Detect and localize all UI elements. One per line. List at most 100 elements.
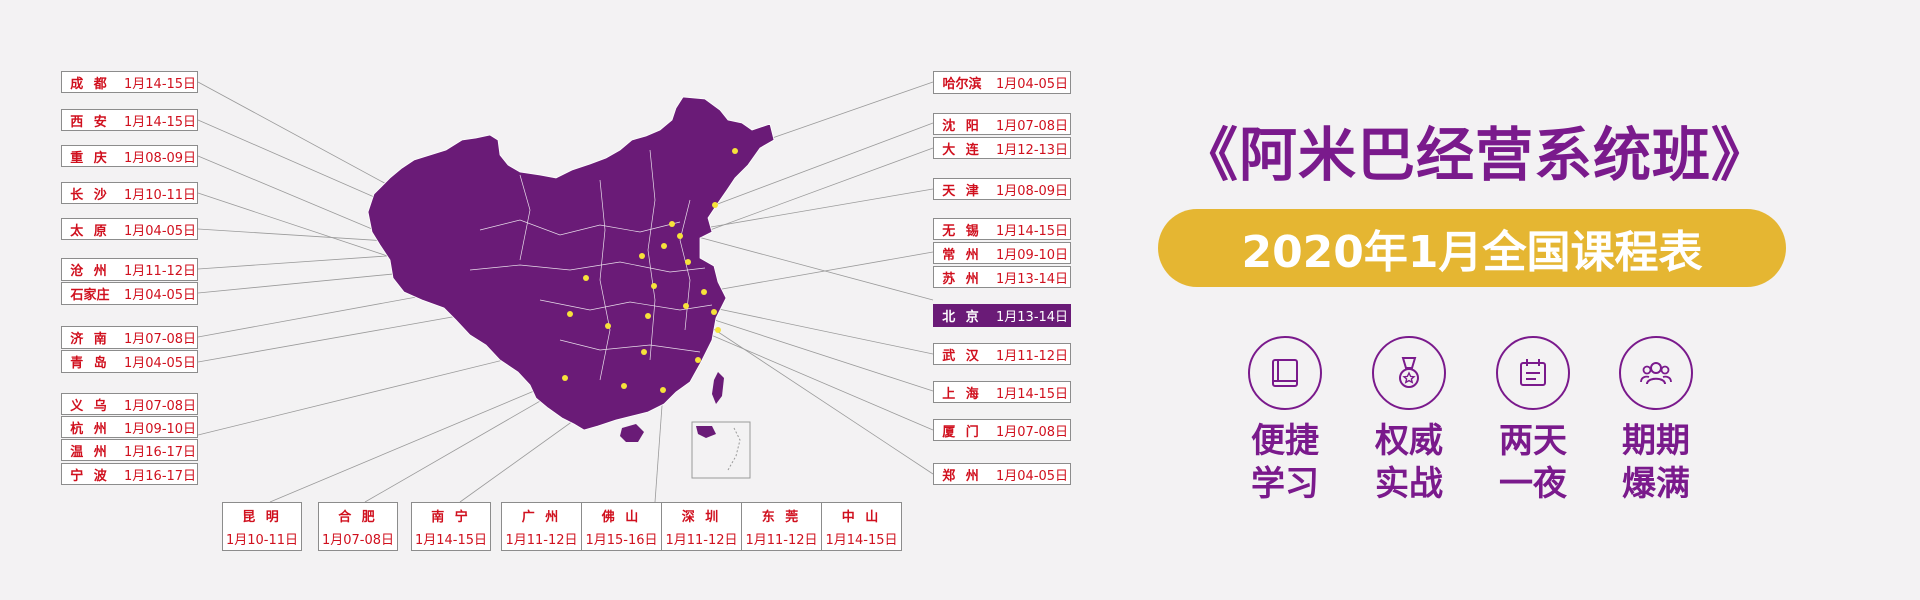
city-box-shenyang: 沈 阳 1月07-08日 [933,113,1071,135]
city-dot [715,327,721,333]
leader-line [671,229,934,301]
feature-icon-circle [1372,336,1446,410]
city-dot [645,313,651,319]
city-date: 1月16-17日 [124,444,197,460]
city-dot [732,148,738,154]
city-box-shenzhen: 深 圳 1月11-12日 [661,502,742,551]
city-box-chengdu: 成 都 1月14-15日 [61,71,198,93]
city-box-harbin: 哈尔滨 1月04-05日 [933,71,1071,94]
city-date: 1月07-08日 [996,118,1069,134]
city-name: 温 州 [70,444,110,460]
city-date: 1月14-15日 [825,532,898,548]
city-date: 1月14-15日 [124,114,197,130]
city-date: 1月07-08日 [124,332,197,347]
leader-line [689,311,934,392]
city-dot [669,221,675,227]
city-dot [661,243,667,249]
feature-authority: 权威 实战 [1344,336,1474,506]
feature-two-days: 两天 一夜 [1468,336,1598,506]
city-date: 1月14-15日 [996,386,1069,402]
feature-icon-circle [1619,336,1693,410]
feature-icon-circle [1248,336,1322,410]
city-date: 1月16-17日 [124,468,197,484]
city-name: 杭 州 [70,421,110,437]
city-date: 1月11-12日 [996,348,1069,364]
city-date: 1月14-15日 [414,532,488,548]
leader-line [704,188,934,229]
city-box-hangzhou: 杭 州 1月09-10日 [61,416,198,438]
city-box-dongguan: 东 莞 1月11-12日 [741,502,822,551]
leader-line [709,147,934,231]
city-name: 义 乌 [70,398,110,414]
city-box-suzhou: 苏 州 1月13-14日 [933,266,1071,288]
city-box-qingdao: 青 岛 1月04-05日 [61,350,198,373]
city-name: 天 津 [942,183,982,199]
feature-convenient: 便捷 学习 [1220,336,1350,506]
page-title: 《阿米巴经营系统班》 [1180,121,1771,189]
city-dot [639,253,645,259]
city-date: 1月09-10日 [124,421,197,437]
city-name: 哈尔滨 [942,77,982,92]
city-box-zhongshan: 中 山 1月14-15日 [821,502,902,551]
city-name: 上 海 [942,386,982,402]
city-name: 北 京 [942,310,982,325]
city-name: 常 州 [942,247,982,263]
city-name: 大 连 [942,142,982,158]
city-box-nanning: 南 宁 1月14-15日 [411,502,491,551]
city-date: 1月11-12日 [505,532,578,548]
medal-icon [1399,357,1419,388]
city-date: 1月13-14日 [996,310,1069,325]
city-dots [562,148,738,393]
inset-land [696,426,716,438]
city-date: 1月04-05日 [124,223,197,239]
city-dot [641,349,647,355]
city-box-cangzhou: 沧 州 1月11-12日 [61,258,198,281]
city-dot [712,202,718,208]
city-name: 沈 阳 [942,118,982,134]
city-box-beijing: 北 京 1月13-14日 [933,304,1071,327]
city-name: 宁 波 [70,468,110,484]
city-dot [683,303,689,309]
city-date: 1月11-12日 [665,532,738,548]
city-name: 无 锡 [942,223,982,239]
city-name: 厦 门 [942,424,982,440]
users-icon [1640,362,1672,385]
city-dot [695,357,701,363]
city-box-kunming: 昆 明 1月10-11日 [222,502,302,551]
feature-line-2: 爆满 [1622,464,1690,504]
city-name: 昆 明 [242,509,282,525]
city-box-changzhou: 常 州 1月09-10日 [933,242,1071,264]
city-dot [711,309,717,315]
city-name: 东 莞 [761,509,802,525]
leader-line [689,302,934,355]
city-name: 广 州 [521,509,562,525]
city-date: 1月14-15日 [996,223,1069,239]
city-date: 1月04-05日 [124,288,197,303]
city-box-foshan: 佛 山 1月15-16日 [581,502,662,551]
city-date: 1月07-08日 [321,532,395,548]
city-box-wuxi: 无 锡 1月14-15日 [933,218,1071,240]
city-box-ningbo: 宁 波 1月16-17日 [61,463,198,485]
city-dot [685,259,691,265]
schedule-subtitle-pill: 2020年1月全国课程表 [1158,209,1786,287]
city-box-xiamen: 厦 门 1月07-08日 [933,419,1071,441]
feature-line-2: 一夜 [1499,464,1567,504]
city-name: 石家庄 [70,288,110,303]
city-box-wenzhou: 温 州 1月16-17日 [61,439,198,461]
city-box-yiwu: 义 乌 1月07-08日 [61,393,198,415]
city-name: 南 宁 [431,509,471,525]
feature-line-1: 便捷 [1251,421,1319,461]
city-date: 1月04-05日 [996,77,1069,92]
china-map-shape [367,96,775,431]
city-date: 1月09-10日 [996,247,1069,263]
city-name: 青 岛 [70,356,110,371]
city-dot [562,375,568,381]
city-date: 1月11-12日 [745,532,818,548]
city-date: 1月12-13日 [996,142,1069,158]
city-name: 西 安 [70,114,110,130]
city-name: 深 圳 [681,509,722,525]
city-box-shanghai: 上 海 1月14-15日 [933,381,1071,403]
leader-line [714,122,934,206]
city-box-zhengzhou: 郑 州 1月04-05日 [933,463,1071,485]
